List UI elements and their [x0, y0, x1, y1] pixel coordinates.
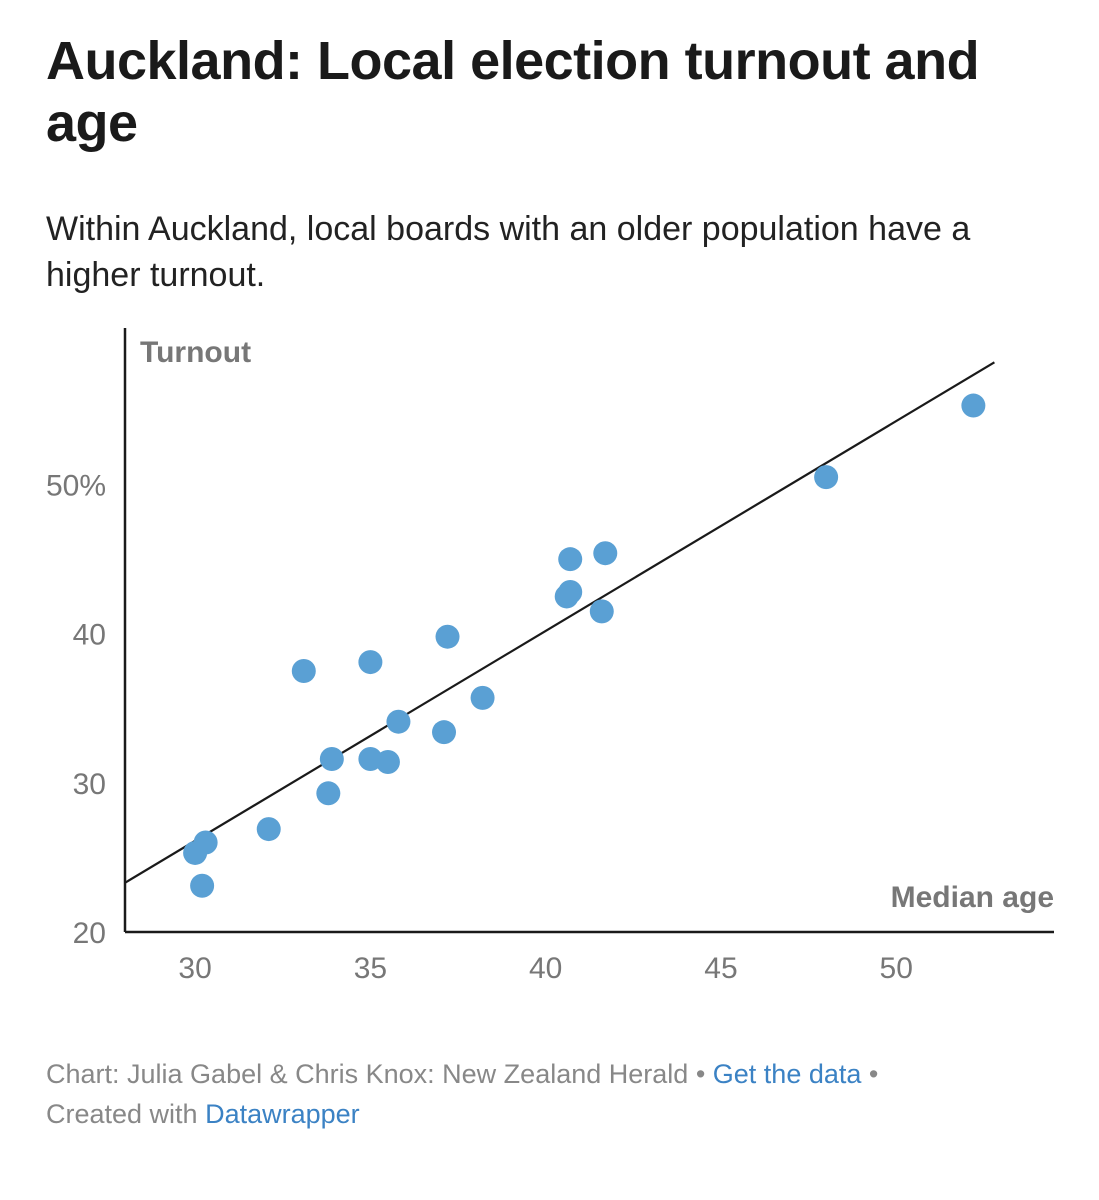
x-tick-label-50: 50: [880, 952, 913, 985]
data-point-6: [316, 781, 341, 806]
data-point-3: [190, 873, 215, 898]
data-point-21: [961, 393, 986, 418]
footer-separator-2: •: [868, 1059, 879, 1089]
y-tick-label-30: 30: [73, 768, 106, 801]
axes-group: [123, 328, 1054, 934]
data-point-10: [375, 749, 400, 774]
credit-text: Chart: Julia Gabel & Chris Knox: New Zea…: [46, 1059, 689, 1089]
x-tick-label-35: 35: [354, 952, 387, 985]
data-point-5: [291, 659, 316, 684]
data-point-11: [386, 709, 411, 734]
data-point-12: [432, 720, 457, 745]
x-axis-label: Median age: [891, 881, 1054, 914]
data-point-16: [558, 579, 583, 604]
x-tick-label-30: 30: [178, 952, 211, 985]
y-axis-label: Turnout: [140, 336, 251, 369]
scatter-plot: 30 35 40 45 50 20 30 40 50% Turnout Median age: [46, 328, 1054, 985]
trend-line-group: [124, 361, 995, 884]
data-point-8: [358, 650, 383, 675]
ticks-group: 30 35 40 45 50 20 30 40 50%: [46, 470, 913, 985]
points-group: [183, 393, 986, 898]
data-point-18: [589, 599, 614, 624]
y-tick-label-40: 40: [73, 619, 106, 652]
data-point-14: [470, 685, 495, 710]
x-tick-label-40: 40: [529, 952, 562, 985]
data-point-13: [435, 624, 460, 649]
chart-subtitle: Within Auckland, local boards with an ol…: [46, 210, 971, 294]
trend-line: [124, 361, 995, 884]
footer-separator: •: [695, 1059, 706, 1089]
data-point-7: [319, 747, 344, 772]
chart-footer: Chart: Julia Gabel & Chris Knox: New Zea…: [46, 1054, 1056, 1134]
data-point-4: [256, 817, 281, 842]
footer-line-1: Chart: Julia Gabel & Chris Knox: New Zea…: [46, 1054, 1056, 1094]
data-point-20: [814, 465, 839, 490]
created-with-text: Created with: [46, 1099, 198, 1129]
x-tick-label-45: 45: [704, 952, 737, 985]
y-tick-label-50: 50%: [46, 470, 106, 503]
chart-title: Auckland: Local election turnout and age: [46, 31, 980, 153]
get-data-link[interactable]: Get the data: [712, 1059, 862, 1089]
y-tick-label-20: 20: [73, 917, 106, 950]
data-point-2: [193, 830, 218, 855]
datawrapper-link[interactable]: Datawrapper: [205, 1099, 360, 1129]
data-point-17: [558, 547, 583, 572]
footer-line-2: Created with Datawrapper: [46, 1094, 1056, 1134]
data-point-19: [593, 541, 618, 566]
